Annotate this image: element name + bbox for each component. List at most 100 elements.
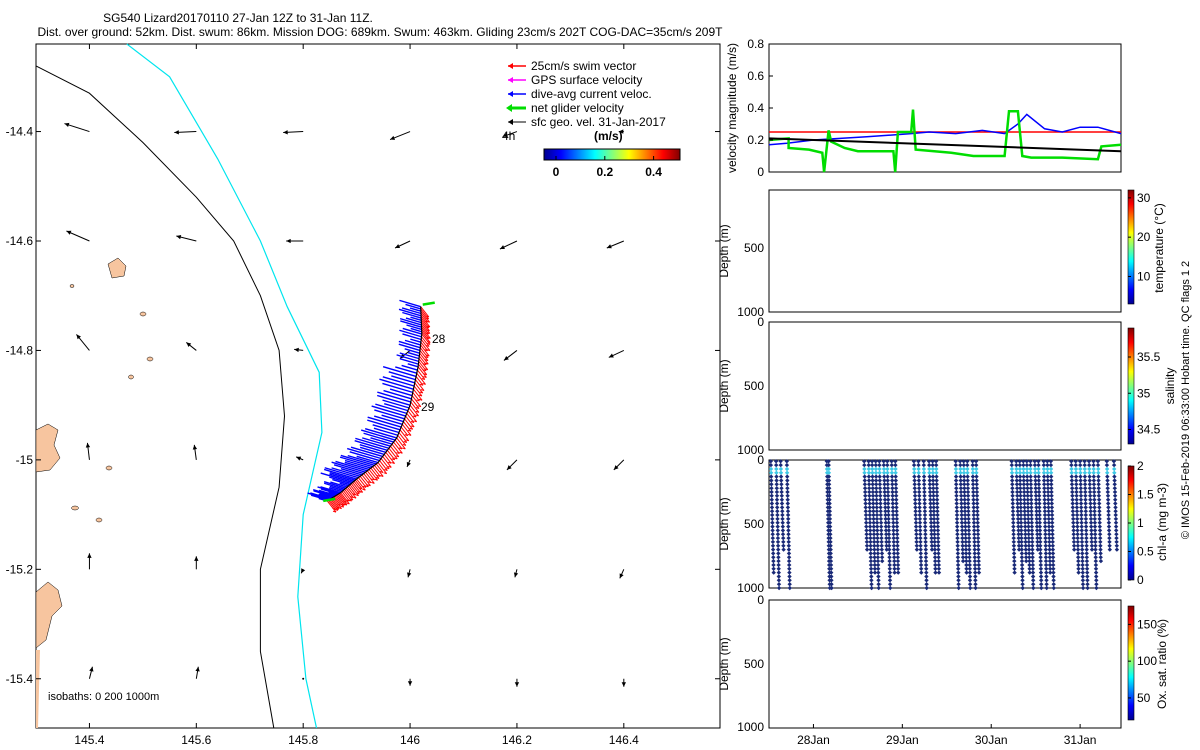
chlorophyll-sample [923,547,928,552]
chlorophyll-sample [863,505,868,510]
chlorophyll-sample [970,478,976,483]
chlorophyll-sample [971,501,976,506]
chlorophyll-sample [928,520,934,525]
chlorophyll-sample [873,474,879,479]
swim-vector-head [415,414,419,417]
chlorophyll-sample [912,493,918,499]
chlorophyll-sample [780,528,786,533]
chlorophyll-sample [963,532,968,537]
chlorophyll-sample [1069,478,1075,483]
time-tick-label: 29Jan [886,733,919,747]
chlorophyll-sample [870,493,876,499]
chlorophyll-sample [1025,509,1031,514]
chlorophyll-sample [965,462,970,468]
chlorophyll-sample [870,486,875,491]
chlorophyll-sample [1088,512,1093,518]
chlorophyll-sample [960,547,965,552]
chlorophyll-sample [1051,574,1056,579]
swim-vector [400,426,409,436]
swim-vector [418,355,427,366]
swim-vector-head [350,496,354,499]
chlorophyll-sample [784,459,789,464]
chlorophyll-sample [879,524,884,529]
dac-vector [347,454,377,465]
chlorophyll-sample [963,551,969,556]
chlorophyll-sample [1043,555,1049,560]
chlorophyll-sample [1105,474,1110,479]
dac-vector [404,339,421,346]
chlorophyll-sample [913,501,918,506]
chlorophyll-sample [935,512,940,518]
chlorophyll-sample [1113,516,1119,522]
chlorophyll-sample [787,566,792,571]
chlorophyll-sample [881,466,887,472]
chlorophyll-sample [1027,562,1032,568]
chlorophyll-sample [1043,532,1048,537]
map-x-tick-label: 145.8 [288,733,318,747]
chlorophyll-sample [867,524,873,529]
current-vector-head [87,553,92,558]
chlorophyll-sample [1045,486,1051,491]
chlorophyll-sample [780,516,785,522]
speed-colorbar-ticks: 0 0.2 0.4 [553,156,662,179]
chlorophyll-sample [882,482,887,487]
swim-vector-head [334,508,339,511]
dac-vector [382,399,410,409]
chlorophyll-sample [959,524,965,529]
chlorophyll-sample [1098,551,1103,556]
chlorophyll-sample [1107,543,1112,548]
chlorophyll-sample [1015,497,1020,502]
chlorophyll-sample [975,512,980,518]
chlorophyll-sample [785,478,790,483]
swim-vector [421,331,431,343]
chlorophyll-sample [862,466,867,472]
dac-vector [310,492,331,500]
chlorophyll-sample [769,482,774,487]
chlorophyll-sample [955,547,960,552]
chlorophyll-sample [826,474,832,479]
chlorophyll-sample [957,459,963,464]
dac-vector [379,378,414,390]
chlorophyll-sample [1091,482,1097,487]
chlorophyll-sample [1033,474,1038,479]
map-x-tick-label: 145.4 [74,733,104,747]
chlorophyll-sample [922,497,927,502]
chlorophyll-sample [1019,551,1025,556]
chlorophyll-sample [1093,543,1098,548]
chlorophyll-sample [965,482,970,487]
chlorophyll-sample [1036,474,1041,479]
colorbar-tick-label: 35.5 [1137,350,1161,364]
chlorophyll-sample [1078,497,1084,502]
chlorophyll-sample [1097,501,1102,506]
chlorophyll-sample [886,535,892,541]
chlorophyll-sample [895,543,900,548]
chlorophyll-sample [1038,535,1043,541]
chlorophyll-sample [1044,566,1049,571]
chlorophyll-sample [882,501,888,506]
chlorophyll-sample [1092,516,1097,522]
chlorophyll-sample [786,524,791,529]
chlorophyll-sample [1023,547,1028,552]
dac-vector [405,317,422,324]
chlorophyll-sample [961,459,966,464]
chlorophyll-sample [1022,524,1028,529]
chlorophyll-sample [875,555,881,560]
chlorophyll-sample [1071,528,1076,533]
colorbar-tick-label: 0 [553,165,560,179]
chlorophyll-sample [891,543,897,548]
chlorophyll-sample [1084,562,1090,568]
swim-vector-head [412,415,417,418]
dac-vector [388,371,416,381]
chlorophyll-sample [1038,562,1043,568]
chlorophyll-sample [868,555,873,560]
chlorophyll-sample [1049,512,1055,518]
chlorophyll-sample [885,478,890,483]
land-islet [95,517,103,523]
chlorophyll-sample [868,562,874,568]
chlorophyll-sample [774,486,779,491]
chlorophyll-sample [1098,555,1103,560]
chlorophyll-sample [917,493,922,499]
chlorophyll-sample [1093,551,1098,556]
chlorophyll-sample [1023,555,1029,560]
